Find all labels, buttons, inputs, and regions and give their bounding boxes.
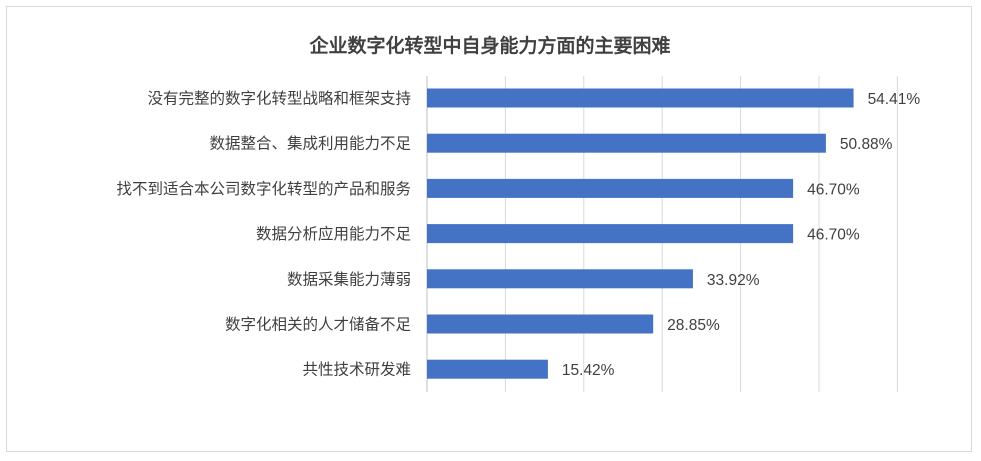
bar <box>427 269 693 289</box>
category-label: 找不到适合本公司数字化转型的产品和服务 <box>116 180 411 198</box>
category-label: 数据采集能力薄弱 <box>287 270 411 288</box>
category-label: 共性技术研发难 <box>302 361 411 379</box>
category-label: 数字化相关的人才储备不足 <box>225 316 411 334</box>
value-labels: 54.41% 50.88% 46.70% 46.70% 33.92% 28.85% 15.4… <box>562 91 920 379</box>
bar <box>427 88 854 108</box>
bar <box>427 224 794 244</box>
value-label: 33.92% <box>707 272 760 289</box>
value-label: 46.70% <box>807 181 860 198</box>
bar <box>427 314 654 334</box>
category-labels: 没有完整的数字化转型战略和框架支持数据整合、集成利用能力不足找不到适合本公司数字… <box>116 90 411 379</box>
bar <box>427 133 826 153</box>
value-label: 46.70% <box>807 227 860 244</box>
category-label: 没有完整的数字化转型战略和框架支持 <box>147 90 411 108</box>
bar <box>427 359 548 379</box>
bar <box>427 178 794 198</box>
value-label: 50.88% <box>840 136 893 153</box>
value-label: 15.42% <box>562 362 615 379</box>
bars <box>427 88 854 379</box>
category-label: 数据整合、集成利用能力不足 <box>209 135 411 153</box>
value-label: 54.41% <box>868 91 921 108</box>
chart-title: 企业数字化转型中自身能力方面的主要困难 <box>308 34 670 57</box>
category-label: 数据分析应用能力不足 <box>256 224 411 243</box>
value-label: 28.85% <box>667 317 720 334</box>
